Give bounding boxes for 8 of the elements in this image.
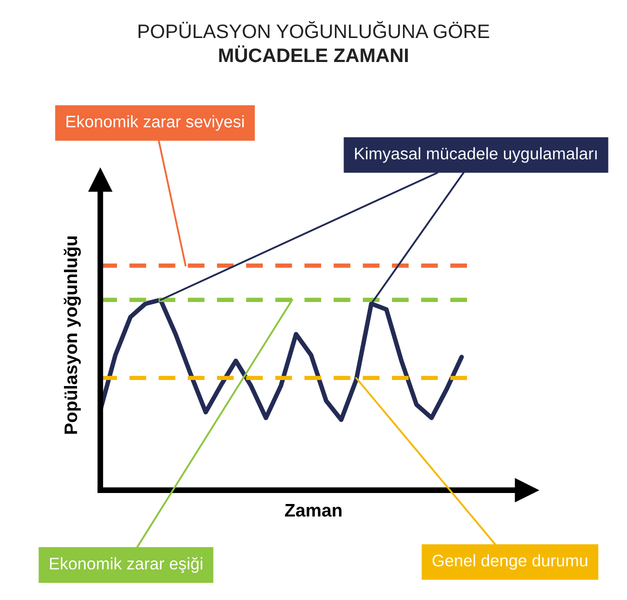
ref-line-label: Genel denge durumu bbox=[432, 554, 588, 570]
y-axis-title: Popülasyon yoğunluğu bbox=[64, 236, 81, 434]
text: Kimyasal mücadele uygulamaları bbox=[355, 147, 597, 163]
chart-subtitle: MÜCADELE ZAMANI bbox=[219, 45, 408, 62]
ref-line-label: Ekonomik zarar eşiği bbox=[50, 557, 202, 573]
chart-title: POPÜLASYON YOĞUNLUĞUNA GÖRE bbox=[138, 21, 490, 38]
ref-line-label: Ekonomik zarar seviyesi bbox=[66, 115, 244, 131]
x-axis-title: Zaman bbox=[284, 504, 342, 517]
